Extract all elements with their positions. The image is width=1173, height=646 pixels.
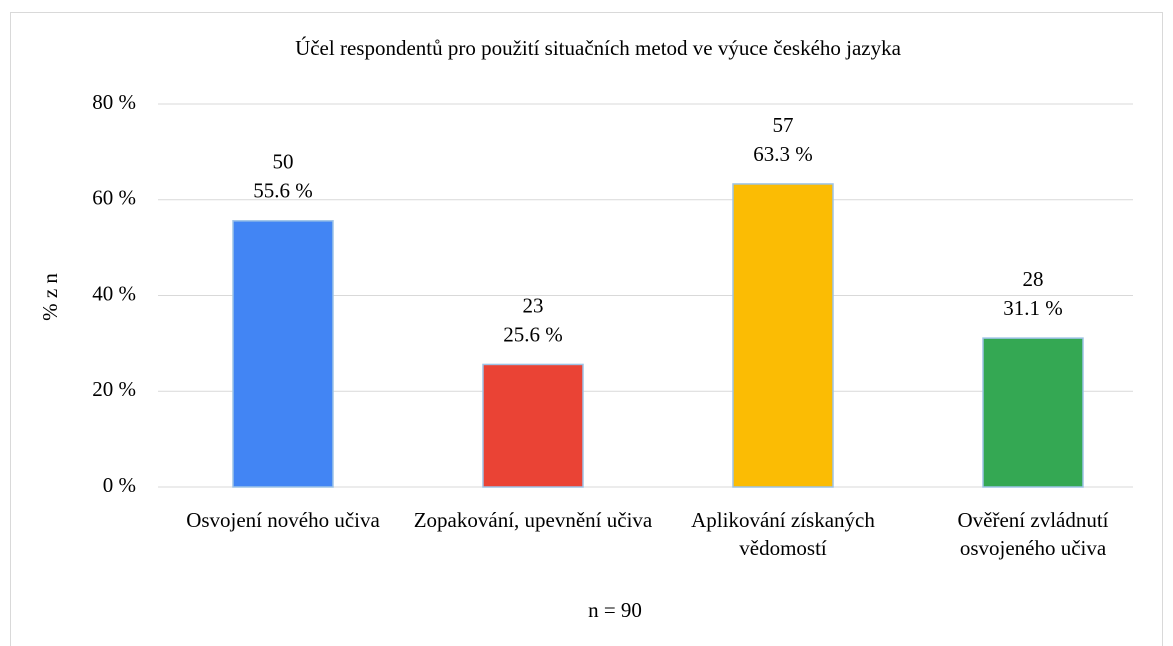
value-label: 63.3 % bbox=[753, 142, 813, 166]
x-axis-label: n = 90 bbox=[588, 598, 642, 622]
y-tick-label: 40 % bbox=[92, 281, 136, 305]
value-label: 55.6 % bbox=[253, 179, 313, 203]
value-label: 31.1 % bbox=[1003, 296, 1063, 320]
chart-title: Účel respondentů pro použití situačních … bbox=[295, 36, 902, 60]
bar bbox=[982, 337, 1084, 488]
bar bbox=[482, 363, 584, 488]
y-tick-label: 80 % bbox=[92, 90, 136, 114]
x-tick-label: Zopakování, upevnění učiva bbox=[413, 508, 653, 532]
count-label: 28 bbox=[1023, 267, 1044, 291]
chart-frame bbox=[10, 12, 1163, 646]
bar bbox=[232, 220, 334, 488]
bar bbox=[732, 183, 834, 488]
x-tick-label: Osvojení nového učiva bbox=[186, 508, 380, 532]
count-label: 57 bbox=[773, 113, 794, 137]
value-label: 25.6 % bbox=[503, 322, 563, 346]
y-tick-label: 0 % bbox=[103, 473, 136, 497]
y-axis-label: % z n bbox=[38, 273, 62, 321]
y-tick-label: 20 % bbox=[92, 377, 136, 401]
y-tick-label: 60 % bbox=[92, 186, 136, 210]
count-label: 23 bbox=[523, 293, 544, 317]
x-tick-label: Aplikování získaných vědomostí bbox=[691, 508, 875, 560]
count-label: 50 bbox=[273, 150, 294, 174]
x-tick-label: Ověření zvládnutí osvojeného učiva bbox=[957, 508, 1109, 560]
